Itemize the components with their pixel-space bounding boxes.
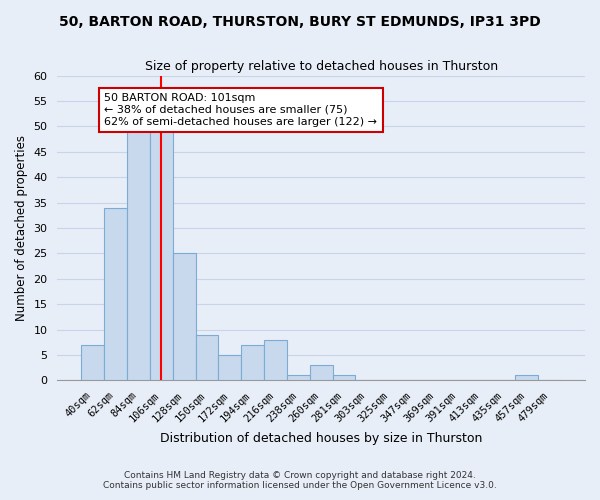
Bar bbox=[264, 340, 287, 380]
Text: 50, BARTON ROAD, THURSTON, BURY ST EDMUNDS, IP31 3PD: 50, BARTON ROAD, THURSTON, BURY ST EDMUN… bbox=[59, 15, 541, 29]
Bar bbox=[515, 376, 538, 380]
Bar bbox=[173, 254, 196, 380]
Bar bbox=[310, 365, 332, 380]
Bar bbox=[104, 208, 127, 380]
Bar bbox=[196, 334, 218, 380]
Bar bbox=[150, 132, 173, 380]
Bar bbox=[287, 376, 310, 380]
Text: Contains HM Land Registry data © Crown copyright and database right 2024.
Contai: Contains HM Land Registry data © Crown c… bbox=[103, 470, 497, 490]
X-axis label: Distribution of detached houses by size in Thurston: Distribution of detached houses by size … bbox=[160, 432, 482, 445]
Text: 50 BARTON ROAD: 101sqm
← 38% of detached houses are smaller (75)
62% of semi-det: 50 BARTON ROAD: 101sqm ← 38% of detached… bbox=[104, 94, 377, 126]
Bar bbox=[127, 132, 150, 380]
Title: Size of property relative to detached houses in Thurston: Size of property relative to detached ho… bbox=[145, 60, 498, 73]
Y-axis label: Number of detached properties: Number of detached properties bbox=[15, 135, 28, 321]
Bar bbox=[82, 345, 104, 380]
Bar bbox=[241, 345, 264, 380]
Bar bbox=[332, 376, 355, 380]
Bar bbox=[218, 355, 241, 380]
